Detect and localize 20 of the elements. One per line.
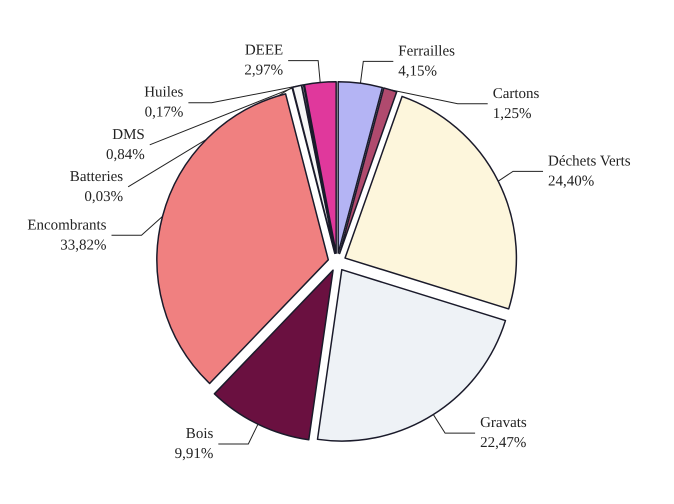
slice-label: DMS	[112, 126, 145, 143]
data-label: 0,84%	[106, 146, 145, 163]
data-label: 9,91%	[174, 446, 214, 462]
slice-label: Ferrailles	[398, 43, 456, 60]
slice-label: Bois	[186, 426, 214, 442]
data-label: 33,82%	[60, 237, 106, 254]
data-label: 22,47%	[480, 435, 526, 452]
slice-label: Batteries	[70, 168, 124, 185]
slice-label: Gravats	[480, 415, 527, 432]
slice-label: Déchets Verts	[548, 153, 631, 170]
slice-label: Cartons	[492, 86, 540, 102]
data-label: 2,97%	[244, 62, 284, 79]
slice-label: Encombrants	[27, 217, 107, 234]
data-label: 0,03%	[84, 188, 124, 205]
data-label: 1,25%	[492, 106, 532, 122]
data-label: 0,17%	[144, 104, 184, 121]
slice-label: Huiles	[144, 84, 184, 101]
data-label: 24,40%	[548, 173, 594, 190]
data-label: 4,15%	[398, 63, 438, 80]
slice-label: DEEE	[244, 42, 284, 59]
